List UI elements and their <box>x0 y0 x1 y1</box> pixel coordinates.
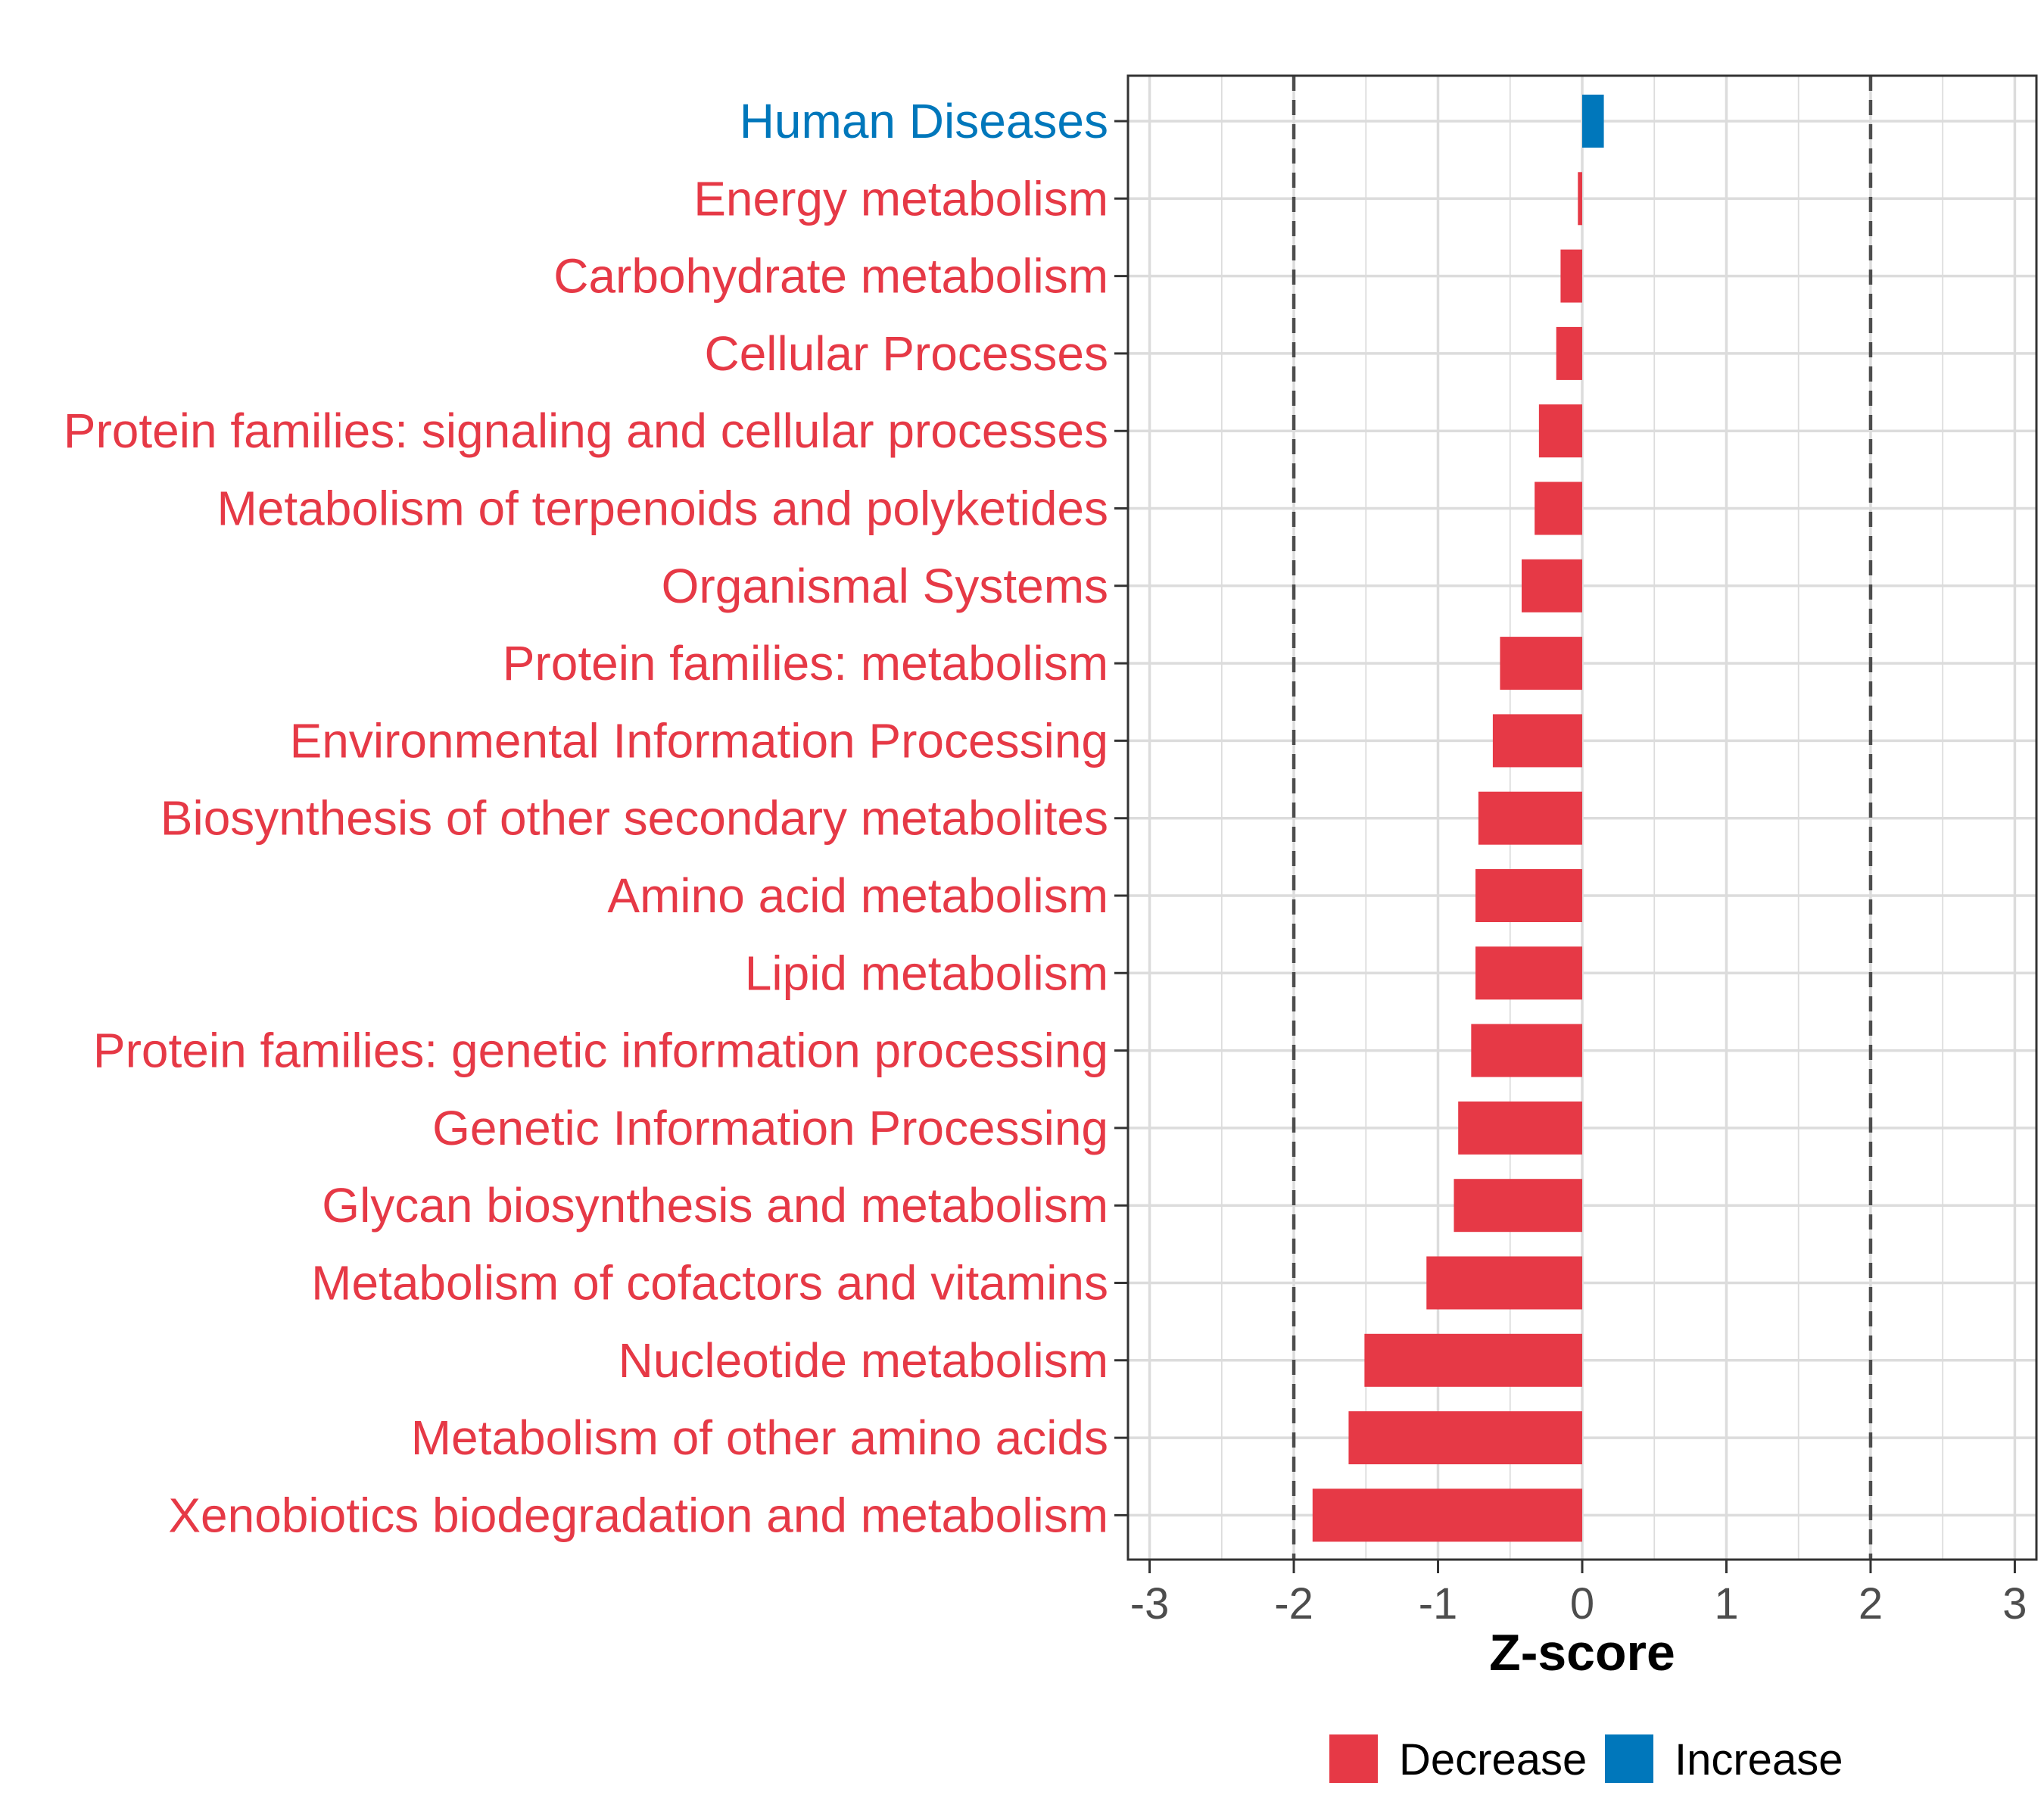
x-axis-title: Z-score <box>1489 1624 1675 1681</box>
category-label: Human Diseases <box>740 94 1108 148</box>
x-axis-ticks <box>1148 1560 2016 1573</box>
category-label: Organismal Systems <box>662 559 1108 613</box>
x-tick-label: 1 <box>1714 1579 1738 1628</box>
category-label: Cellular Processes <box>704 326 1108 381</box>
bar <box>1458 1101 1582 1155</box>
x-tick-label: 3 <box>2002 1579 2027 1628</box>
x-tick-label: -2 <box>1274 1579 1313 1628</box>
y-axis-labels: Human Diseases Energy metabolism Carbohydr… <box>64 94 1108 1542</box>
category-label: Biosynthesis of other secondary metaboli… <box>160 791 1108 846</box>
bar <box>1478 791 1582 845</box>
bar <box>1578 172 1582 226</box>
bar <box>1312 1488 1582 1542</box>
category-label: Protein families: signaling and cellular… <box>64 404 1108 458</box>
legend-swatch-decrease <box>1329 1734 1378 1783</box>
category-label: Glycan biosynthesis and metabolism <box>322 1178 1108 1233</box>
category-label: Metabolism of other amino acids <box>411 1410 1108 1465</box>
category-label: Nucleotide metabolism <box>618 1333 1108 1388</box>
bar <box>1475 946 1582 1000</box>
y-axis-ticks <box>1114 120 1128 1516</box>
bar <box>1560 249 1582 303</box>
legend-swatch-increase <box>1605 1734 1653 1783</box>
category-label: Lipid metabolism <box>745 946 1108 1000</box>
category-label: Metabolism of cofactors and vitamins <box>311 1256 1108 1311</box>
bar <box>1348 1411 1582 1465</box>
bar <box>1522 559 1582 612</box>
bar <box>1454 1179 1582 1233</box>
x-tick-label: -1 <box>1419 1579 1458 1628</box>
category-label: Xenobiotics biodegradation and metabolis… <box>168 1488 1108 1542</box>
category-label: Energy metabolism <box>693 171 1108 226</box>
x-tick-label: 2 <box>1859 1579 1883 1628</box>
bar <box>1364 1333 1582 1387</box>
bar <box>1471 1024 1582 1077</box>
category-label: Metabolism of terpenoids and polyketides <box>217 482 1108 536</box>
category-label: Amino acid metabolism <box>607 868 1108 923</box>
bar <box>1535 482 1582 535</box>
legend: Decrease Increase <box>1329 1734 1843 1784</box>
category-label: Environmental Information Processing <box>290 713 1108 768</box>
x-tick-label: -3 <box>1130 1579 1170 1628</box>
category-label: Genetic Information Processing <box>432 1101 1108 1155</box>
bar <box>1426 1256 1582 1310</box>
category-label: Protein families: genetic information pr… <box>93 1024 1108 1078</box>
bar <box>1556 326 1582 380</box>
x-tick-label: 0 <box>1570 1579 1594 1628</box>
category-label: Carbohydrate metabolism <box>553 249 1108 304</box>
bar-layer <box>1312 95 1604 1542</box>
bar <box>1475 869 1582 922</box>
bar <box>1492 714 1582 768</box>
x-axis-tick-labels: -3 -2 -1 0 1 2 3 <box>1130 1579 2027 1628</box>
reference-lines <box>1292 76 1873 1560</box>
bar <box>1538 404 1582 458</box>
legend-label-increase: Increase <box>1675 1735 1843 1784</box>
bar <box>1500 637 1582 690</box>
category-label: Protein families: metabolism <box>503 636 1108 690</box>
bar <box>1582 95 1604 148</box>
legend-label-decrease: Decrease <box>1399 1735 1587 1784</box>
